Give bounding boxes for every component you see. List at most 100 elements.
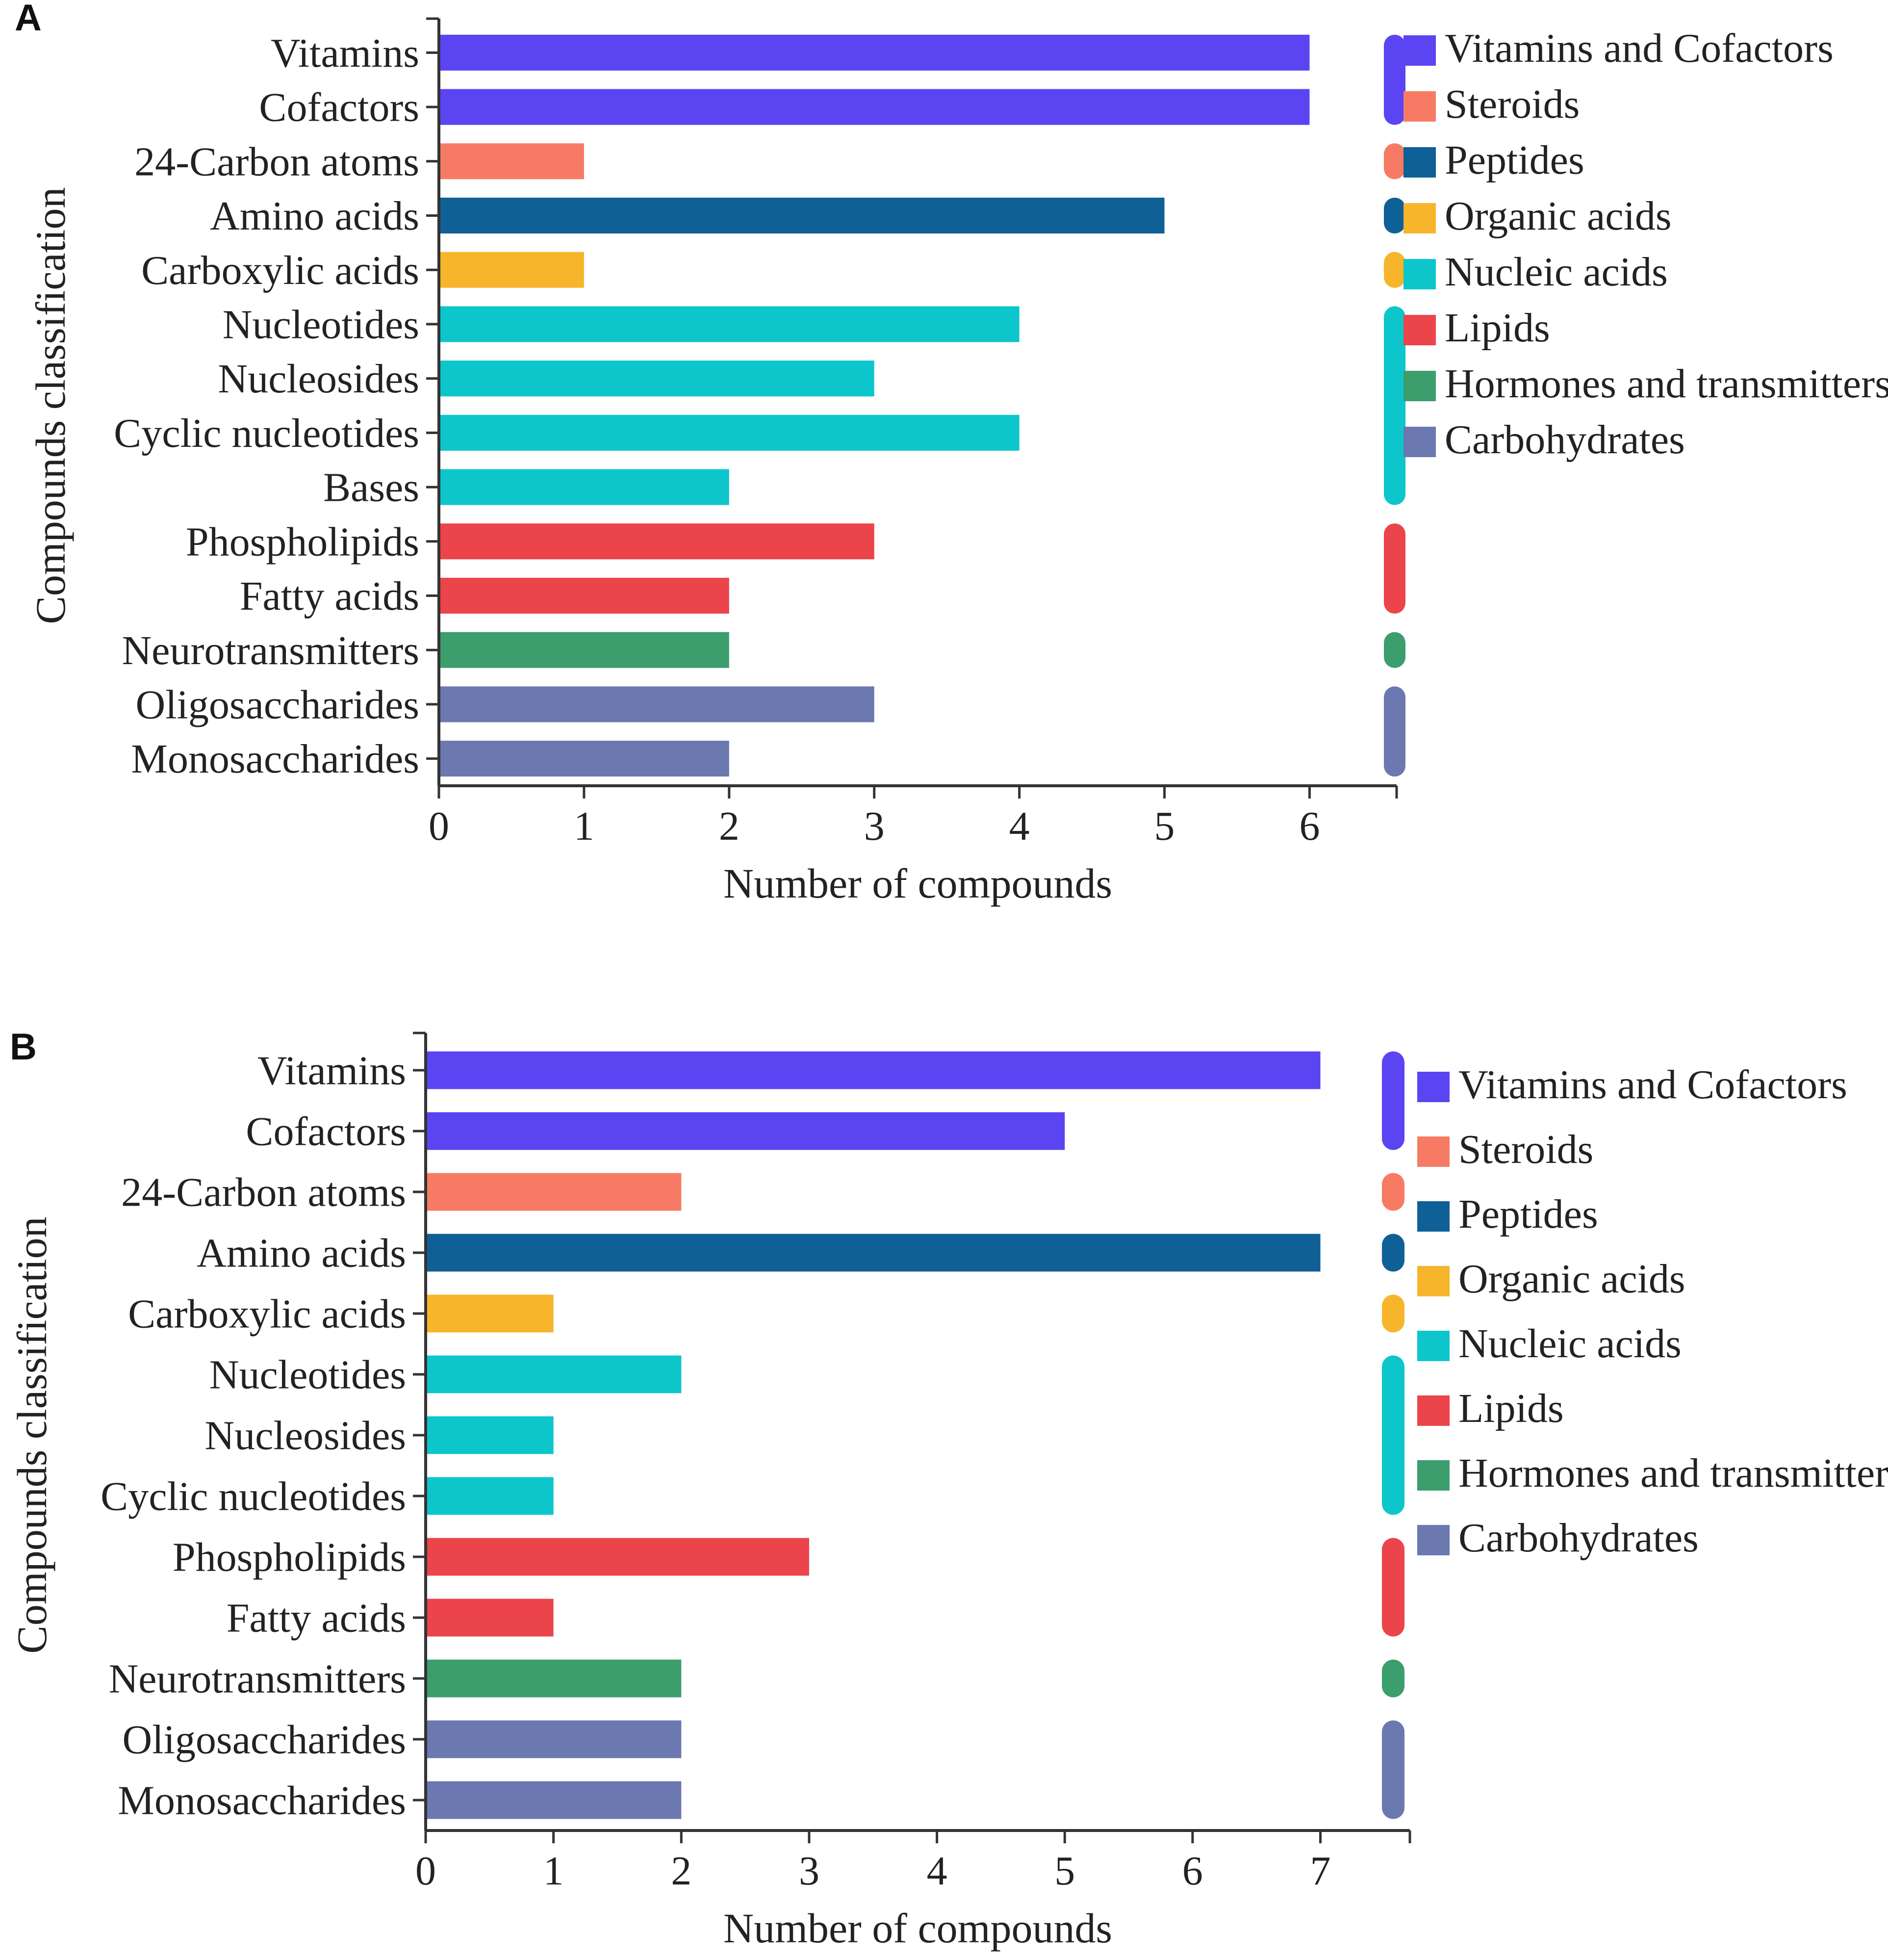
legend-label: Carbohydrates [1445,417,1685,463]
x-tick-label: 3 [864,803,885,849]
x-tick-label: 6 [1299,803,1320,849]
bar [439,469,729,505]
bar [439,686,874,722]
bar [426,1477,554,1515]
bar [426,1416,554,1454]
group-bracket [1384,197,1405,234]
legend-label: Peptides [1458,1191,1598,1237]
y-tick-label: Carboxylic acids [128,1291,406,1337]
group-bracket [1384,252,1405,288]
legend-swatch [1417,1072,1450,1102]
y-tick-label: 24-Carbon atoms [121,1170,406,1215]
legend-label: Vitamins and Cofactors [1458,1062,1847,1108]
bar [426,1051,1321,1089]
group-bracket [1382,1294,1404,1333]
legend-label: Vitamins and Cofactors [1445,26,1834,71]
bar [439,252,584,288]
bar [426,1234,1321,1272]
group-bracket [1384,686,1405,777]
legend-swatch [1403,259,1436,289]
legend-label: Hormones and transmitters [1445,361,1888,407]
x-tick-label: 2 [671,1848,691,1894]
y-tick-label: Fatty acids [227,1596,406,1641]
y-tick-label: Monosaccharides [118,1778,406,1824]
bar [426,1659,682,1698]
bar [439,34,1310,71]
chart-panel-a: A Vitamins Cofactors 24-Carbon atoms Amino a… [15,0,1888,907]
y-tick-label: Monosaccharides [131,736,419,782]
legend-swatch [1417,1395,1450,1426]
legend-swatch [1403,203,1436,233]
panel-label: A [15,0,42,39]
legend-swatch [1403,147,1436,178]
x-axis-title: Number of compounds [723,1905,1112,1952]
y-tick-label: Vitamins [271,30,419,76]
y-tick-label: Oligosaccharides [123,1717,406,1763]
x-tick-label: 1 [543,1848,564,1894]
x-tick-label: 6 [1182,1848,1203,1894]
y-axis-title: Compounds classification [27,187,74,624]
bar [426,1173,682,1211]
legend-swatch [1417,1136,1450,1167]
x-tick-label: 3 [799,1848,819,1894]
bar [426,1781,682,1819]
y-tick-label: Phospholipids [173,1535,406,1580]
bar [439,632,729,668]
legend-swatch [1417,1331,1450,1361]
y-tick-label: Carboxylic acids [141,248,419,293]
y-tick-label: Fatty acids [240,573,419,619]
legend-label: Carbohydrates [1458,1515,1699,1561]
group-bracket [1382,1720,1404,1819]
legend: Vitamins and Cofactors Steroids Peptides Or… [1417,1062,1888,1561]
bar [426,1112,1065,1150]
group-bracket [1382,1659,1404,1698]
group-bracket [1382,1538,1404,1637]
bar [439,306,1020,342]
legend-label: Organic acids [1458,1256,1685,1302]
y-tick-label: Nucleosides [204,1413,406,1459]
legend-swatch [1417,1201,1450,1232]
y-tick-label: Oligosaccharides [136,682,419,727]
x-tick-label: 7 [1310,1848,1331,1894]
y-axis-title: Compounds classification [8,1217,55,1654]
legend-label: Organic acids [1445,193,1672,239]
y-tick-label: Cyclic nucleotides [101,1474,406,1520]
x-tick-label: 4 [1009,803,1030,849]
legend-swatch [1417,1525,1450,1555]
legend-label: Steroids [1458,1127,1593,1172]
legend-swatch [1403,315,1436,345]
y-tick-label: Amino acids [197,1231,406,1276]
bar [426,1294,554,1333]
legend-label: Nucleic acids [1445,249,1668,295]
legend: Vitamins and Cofactors Steroids Peptides Or… [1403,26,1888,463]
bar [439,143,584,180]
bar [426,1599,554,1637]
group-bracket [1382,1051,1404,1150]
x-axis-title: Number of compounds [723,860,1112,907]
x-tick-label: 0 [415,1848,436,1894]
x-tick-label: 4 [927,1848,947,1894]
y-tick-label: Neurotransmitters [122,628,420,673]
legend-swatch [1403,427,1436,457]
y-tick-label: Nucleotides [223,302,419,347]
panel-label: B [10,1026,37,1068]
x-tick-label: 0 [429,803,449,849]
y-tick-label: Cofactors [246,1109,406,1155]
y-tick-label: Nucleotides [209,1352,406,1398]
y-tick-label: Amino acids [210,193,419,239]
legend-label: Nucleic acids [1458,1321,1682,1367]
y-tick-label: Vitamins [257,1048,406,1094]
legend-label: Hormones and transmitters [1458,1450,1888,1496]
x-tick-label: 5 [1054,1848,1075,1894]
legend-swatch [1417,1266,1450,1296]
y-tick-label: 24-Carbon atoms [134,139,419,184]
bar [439,361,874,397]
x-tick-label: 5 [1154,803,1175,849]
y-tick-label: Phospholipids [186,519,419,565]
bar [439,89,1310,125]
group-bracket [1384,632,1405,668]
legend-label: Lipids [1458,1386,1564,1431]
y-tick-label: Bases [323,465,419,511]
